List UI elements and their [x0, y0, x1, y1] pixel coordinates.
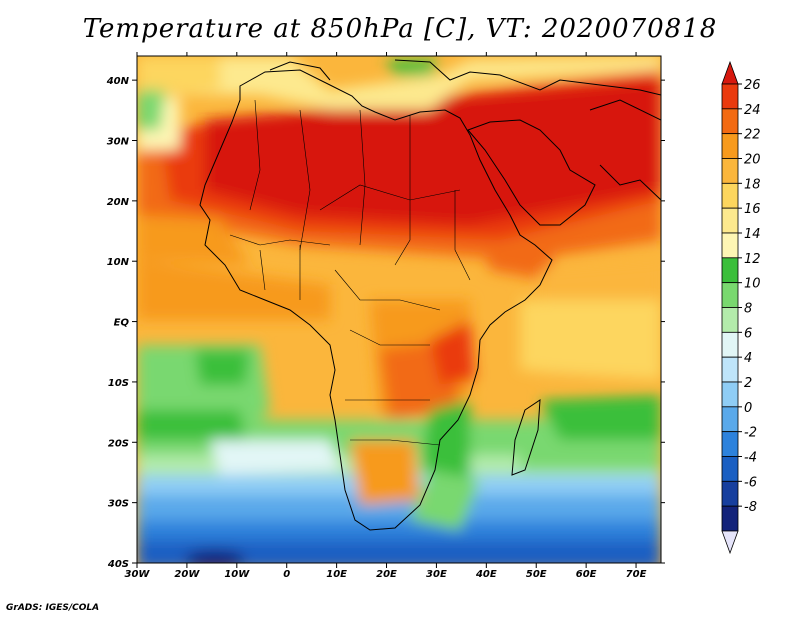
- lon-tick-label: 60E: [576, 569, 597, 580]
- colorbar-label: 26: [744, 78, 761, 93]
- lon-tick-label: 10E: [326, 569, 347, 580]
- colorbar-swatch: [721, 431, 739, 457]
- colorbar-label: 10: [744, 277, 761, 292]
- lat-tick-label: 30N: [107, 137, 130, 148]
- colorbar-label: 22: [744, 128, 761, 143]
- lon-tick-label: 40E: [475, 569, 497, 580]
- lon-tick-label: 20E: [376, 569, 397, 580]
- lon-tick-label: 70E: [626, 569, 647, 580]
- lat-tick-label: 40S: [107, 559, 129, 570]
- colorbar-label: 18: [744, 177, 761, 192]
- colorbar-label: -6: [744, 475, 757, 490]
- colorbar-label: -8: [744, 500, 757, 515]
- colorbar-label: -4: [744, 451, 757, 466]
- lon-tick-label: 10W: [224, 569, 250, 580]
- coastlines: [199, 59, 661, 531]
- lon-tick-label: 0: [283, 569, 290, 580]
- chart-title: Temperature at 850hPa [C], VT: 202007081…: [82, 14, 718, 44]
- colorbar-label: 4: [744, 351, 752, 366]
- colorbar-label: 24: [744, 103, 761, 118]
- colorbar-min-arrow: [721, 530, 739, 555]
- colorbar-label: 6: [744, 326, 752, 341]
- lat-tick-label: 40N: [106, 76, 130, 87]
- lon-tick-label: 20W: [174, 569, 200, 580]
- colorbar-label: 20: [744, 153, 761, 168]
- colorbar-label: 2: [744, 376, 752, 391]
- colorbar-label: 14: [744, 227, 761, 242]
- grads-credit: GrADS: IGES/COLA: [6, 603, 100, 613]
- colorbar-swatch: [721, 381, 739, 408]
- lat-tick-label: EQ: [114, 318, 130, 329]
- lat-tick-label: 30S: [108, 499, 129, 510]
- colorbar-max-arrow: [721, 60, 739, 85]
- lat-tick-label: 10N: [107, 257, 130, 268]
- plot-frame: [136, 55, 662, 564]
- colorbar-swatch: [721, 232, 739, 259]
- lon-tick-label: 50E: [526, 569, 547, 580]
- colorbar-label: 12: [744, 252, 761, 267]
- lat-tick-label: 20S: [108, 438, 129, 449]
- colorbar-swatch: [721, 456, 739, 482]
- colorbar-swatch: [721, 282, 739, 308]
- colorbar-swatch: [721, 108, 739, 135]
- colorbar-swatch: [721, 83, 739, 110]
- colorbar-swatch: [721, 307, 739, 333]
- country-borders: [229, 99, 471, 446]
- lat-tick-label: 10S: [108, 378, 129, 389]
- colorbar-swatch: [721, 331, 739, 358]
- temperature-field: [137, 56, 661, 563]
- lat-tick-label: 20N: [107, 197, 130, 208]
- colorbar-label: 0: [744, 401, 752, 416]
- colorbar-swatch: [721, 182, 739, 209]
- colorbar-swatch: [721, 257, 739, 284]
- colorbar-swatch: [721, 356, 739, 383]
- colorbar-swatch: [721, 406, 739, 433]
- colorbar-swatch: [721, 207, 739, 234]
- colorbar-label: 8: [744, 302, 752, 317]
- colorbar-swatch: [721, 505, 739, 532]
- colorbar-swatch: [721, 133, 739, 159]
- lon-tick-label: 30W: [125, 569, 151, 580]
- colorbar-label: 16: [744, 202, 761, 217]
- axis-ticks: 30W 20W 10W 0 10E 20E 30E 40E 50E 60E 70E 40N 30N 20N…: [106, 52, 665, 580]
- colorbar-label: -2: [744, 426, 757, 441]
- colorbar-swatch: [721, 158, 739, 184]
- colorbar-swatch: [721, 480, 739, 507]
- lon-tick-label: 30E: [426, 569, 447, 580]
